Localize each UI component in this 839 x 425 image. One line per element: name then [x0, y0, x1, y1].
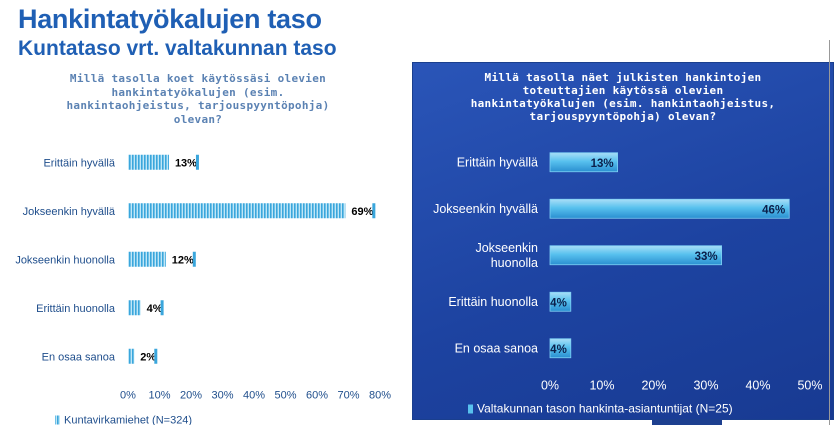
right-category-label: Jokseenkin huonolla — [475, 241, 538, 270]
left-legend-swatch — [55, 415, 60, 425]
slide-edge-line — [829, 40, 830, 425]
right-data-label: 46% — [762, 204, 785, 216]
right-bar — [549, 245, 723, 266]
left-bar — [128, 203, 346, 219]
left-x-tick-label: 80% — [369, 390, 391, 402]
left-category-label: En osaa sanoa — [42, 351, 116, 363]
right-bar — [549, 198, 790, 219]
right-category-label: Jokseenkin hyvällä — [433, 202, 538, 216]
right-bar — [549, 338, 572, 359]
left-x-tick-label: 40% — [243, 390, 265, 402]
right-x-tick-label: 50% — [797, 379, 822, 393]
left-bar — [128, 251, 166, 267]
right-chart: Erittäin hyvällä 13% Jokseenkin hyvällä 46%… — [433, 152, 823, 416]
left-bar — [128, 348, 135, 364]
right-category-label: Erittäin huonolla — [448, 295, 538, 309]
left-bar-marker — [160, 300, 164, 316]
page-subtitle: Kuntataso vrt. valtakunnan taso — [18, 37, 337, 60]
left-x-tick-label: 50% — [274, 390, 296, 402]
right-legend-swatch — [468, 404, 473, 414]
left-x-tick-label: 10% — [148, 390, 170, 402]
left-chart-question: Millä tasolla koet käytössäsi olevien ha… — [66, 72, 330, 126]
left-x-tick-label: 60% — [306, 390, 328, 402]
right-data-label: 13% — [591, 158, 614, 170]
right-chart-question: Millä tasolla näet julkisten hankintojen… — [470, 71, 776, 123]
left-chart: Erittäin hyvällä 13% Jokseenkin hyvällä 69%… — [15, 154, 391, 425]
left-x-tick-label: 0% — [120, 390, 136, 402]
right-data-label: 33% — [695, 251, 718, 263]
left-data-label: 4% — [147, 303, 163, 315]
page-title: Hankintatyökalujen taso — [18, 4, 322, 34]
right-data-label: 4% — [550, 297, 567, 309]
left-bar — [128, 300, 141, 316]
right-data-label: 4% — [550, 344, 567, 356]
left-category-label: Jokseenkin hyvällä — [23, 206, 116, 218]
left-data-label: 2% — [140, 351, 156, 363]
left-bar-marker — [154, 348, 158, 364]
left-x-tick-label: 20% — [180, 390, 202, 402]
right-x-tick-label: 30% — [693, 379, 718, 393]
right-x-tick-label: 40% — [745, 379, 770, 393]
left-data-label: 13% — [175, 157, 197, 169]
right-x-tick-label: 10% — [589, 379, 614, 393]
left-bar — [128, 154, 169, 170]
right-legend-label: Valtakunnan tason hankinta-asiantuntijat… — [477, 402, 733, 416]
left-bar-marker — [192, 251, 196, 267]
left-category-label: Erittäin huonolla — [36, 303, 116, 315]
left-data-label: 12% — [172, 254, 194, 266]
left-bar-marker — [195, 154, 199, 170]
left-category-label: Erittäin hyvällä — [43, 157, 115, 169]
right-category-label: Erittäin hyvällä — [457, 155, 538, 169]
right-category-label: En osaa sanoa — [455, 341, 538, 355]
left-legend-label: Kuntavirkamiehet (N=324) — [64, 415, 192, 425]
right-bar — [549, 152, 618, 173]
slide-edge-mark — [652, 420, 722, 425]
left-x-tick-label: 30% — [211, 390, 233, 402]
left-bar-marker — [372, 203, 376, 219]
left-category-label: Jokseenkin huonolla — [15, 254, 116, 266]
right-x-tick-label: 20% — [641, 379, 666, 393]
right-bar — [549, 291, 572, 312]
left-data-label: 69% — [351, 206, 373, 218]
right-chart-panel: Millä tasolla näet julkisten hankintojen… — [412, 62, 834, 420]
left-x-tick-label: 70% — [337, 390, 359, 402]
right-x-tick-label: 0% — [541, 379, 559, 393]
